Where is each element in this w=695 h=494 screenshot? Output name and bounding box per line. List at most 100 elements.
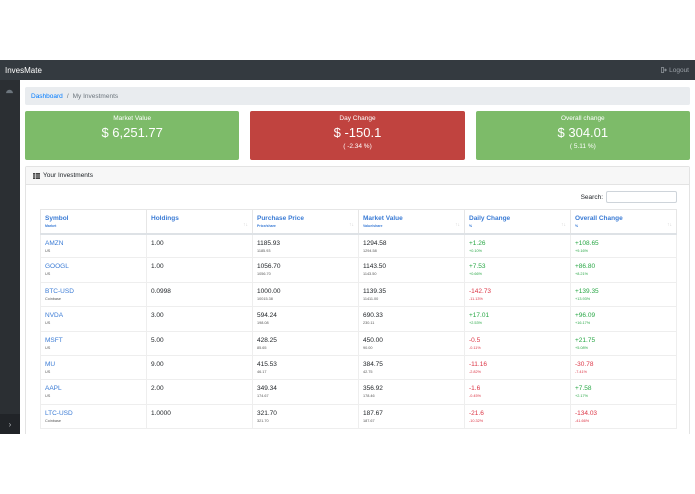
symbol-link[interactable]: AAPL — [45, 385, 62, 393]
purchase-per-share: 1056.70 — [257, 272, 271, 277]
cell-symbol: MSFT US — [40, 330, 147, 356]
daily-change: +7.53 — [469, 263, 486, 271]
cell-daily-change: -142.73 -11.13% — [464, 281, 571, 308]
table-row: AAPL US 2.00 349.34 174.67 356.92 178.46 -1… — [40, 379, 677, 405]
symbol-link[interactable]: BTC-USD — [45, 287, 74, 295]
daily-change-pct: -2.82% — [469, 369, 482, 374]
holdings-value: 1.0000 — [151, 409, 171, 417]
overall-change-pct: -7.41% — [575, 369, 588, 374]
cell-holdings: 1.0000 — [146, 403, 253, 430]
holdings-value: 1.00 — [151, 239, 164, 247]
symbol-link[interactable]: GOOGL — [45, 263, 69, 271]
value-per-share: 42.75 — [363, 369, 373, 374]
col-overall-change[interactable]: Overall Change% ↑↓ — [570, 209, 677, 235]
overall-change-pct: -41.66% — [575, 418, 590, 423]
cell-daily-change: -0.5 -0.11% — [464, 330, 571, 356]
purchase-per-share: 321.70 — [257, 418, 269, 423]
cell-market-value: 690.33 230.11 — [358, 306, 465, 332]
cell-holdings: 2.00 — [146, 379, 253, 405]
overall-change: -30.78 — [575, 360, 594, 368]
cell-daily-change: +17.01 +2.53% — [464, 306, 571, 332]
breadcrumb-separator: / — [66, 92, 69, 100]
header-title: Symbol — [45, 215, 69, 222]
logout-link[interactable]: Logout — [661, 67, 689, 74]
overall-change: +7.58 — [575, 385, 592, 393]
holdings-value: 5.00 — [151, 336, 164, 344]
cell-purchase: 1000.00 10015.38 — [252, 281, 359, 308]
daily-change-pct: +0.66% — [469, 272, 482, 277]
cell-purchase: 428.25 85.65 — [252, 330, 359, 356]
cell-symbol: MU US — [40, 354, 147, 381]
market-value-card: Market Value $ 6,251.77 — [25, 111, 240, 160]
table-row: GOOGL US 1.00 1056.70 1056.70 1143.50 1143.… — [40, 257, 677, 283]
table-row: BTC-USD Coinbase 0.0998 1000.00 10015.38 1… — [40, 281, 677, 308]
value-per-share: 1143.50 — [363, 272, 377, 277]
sidebar-toggle-button[interactable]: › — [0, 414, 20, 434]
value-per-share: 11411.00 — [363, 296, 379, 301]
purchase-value: 349.34 — [257, 385, 277, 393]
cell-symbol: BTC-USD Coinbase — [40, 281, 147, 308]
overall-change-pct: +2.17% — [575, 394, 588, 399]
card-label: Day Change — [339, 115, 376, 122]
overall-change-pct: +8.21% — [575, 272, 588, 277]
purchase-value: 1185.93 — [257, 239, 281, 247]
cell-purchase: 415.53 46.17 — [252, 354, 359, 381]
sidebar: › — [0, 80, 20, 434]
col-purchase-price[interactable]: Purchase Price Price/share ↑↓ — [252, 209, 359, 235]
daily-change-pct: +0.10% — [469, 248, 482, 253]
col-daily-change[interactable]: Daily Change% ↑↓ — [464, 209, 571, 235]
cell-purchase: 1056.70 1056.70 — [252, 257, 359, 283]
daily-change: -0.5 — [469, 336, 481, 344]
card-value: $ 304.01 — [557, 125, 609, 140]
overall-change-pct: +16.17% — [575, 321, 591, 326]
day-change-card: Day Change $ -150.1 ( -2.34 %) — [250, 111, 465, 160]
market-label: US — [45, 248, 51, 253]
cell-overall-change: +7.58 +2.17% — [570, 379, 677, 405]
col-market-value[interactable]: Market Value Value/share ↑↓ — [358, 209, 465, 235]
table-row: AMZN US 1.00 1185.93 1185.93 1294.58 1294.5… — [40, 232, 677, 259]
symbol-link[interactable]: AMZN — [45, 239, 64, 247]
daily-change-pct: -0.45% — [469, 394, 482, 399]
col-symbol[interactable]: Symbol Market — [40, 209, 147, 235]
dashboard-icon[interactable] — [5, 88, 14, 94]
overall-change: +86.80 — [575, 263, 596, 271]
value-per-share: 1294.58 — [363, 248, 377, 253]
value-per-share: 187.67 — [363, 418, 375, 423]
header-sub: Market — [45, 224, 57, 228]
breadcrumb-dashboard-link[interactable]: Dashboard — [31, 92, 63, 100]
table-row: MSFT US 5.00 428.25 85.65 450.00 90.00 -0.5… — [40, 330, 677, 356]
purchase-per-share: 46.17 — [257, 369, 267, 374]
overall-change: +96.09 — [575, 312, 596, 320]
cell-symbol: AMZN US — [40, 232, 147, 259]
daily-change: -11.16 — [469, 360, 487, 368]
market-value: 1294.58 — [363, 239, 387, 247]
logout-label: Logout — [669, 66, 689, 74]
overall-change: -134.03 — [575, 409, 598, 417]
brand-logo[interactable]: InvesMate — [5, 65, 42, 75]
overall-change-pct: +13.93% — [575, 296, 591, 301]
cell-purchase: 349.34 174.67 — [252, 379, 359, 405]
purchase-value: 594.24 — [257, 312, 277, 320]
cell-purchase: 1185.93 1185.93 — [252, 232, 359, 259]
symbol-link[interactable]: LTC-USD — [45, 409, 73, 417]
cell-daily-change: +1.26 +0.10% — [464, 232, 571, 259]
purchase-value: 321.70 — [257, 409, 277, 417]
daily-change: -1.6 — [469, 385, 481, 393]
cell-holdings: 3.00 — [146, 306, 253, 332]
market-label: US — [45, 345, 51, 350]
col-holdings[interactable]: Holdings ↑↓ — [146, 209, 253, 235]
market-label: Coinbase — [45, 418, 62, 423]
investments-panel: Your Investments Search: Symbol Market Ho… — [25, 166, 690, 434]
table-row: NVDA US 3.00 594.24 198.08 690.33 230.11 +1… — [40, 306, 677, 332]
panel-header: Your Investments — [26, 167, 689, 185]
symbol-link[interactable]: NVDA — [45, 312, 64, 320]
market-label: US — [45, 321, 51, 326]
sort-icon: ↑↓ — [243, 222, 248, 228]
sort-icon: ↑↓ — [349, 222, 354, 228]
symbol-link[interactable]: MU — [45, 360, 56, 368]
search-row: Search: — [581, 191, 677, 203]
symbol-link[interactable]: MSFT — [45, 336, 63, 344]
breadcrumb: Dashboard / My Investments — [25, 87, 690, 105]
search-input[interactable] — [606, 191, 677, 203]
overall-change: +139.35 — [575, 287, 599, 295]
